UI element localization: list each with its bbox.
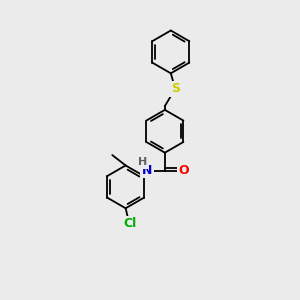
Text: N: N	[142, 164, 152, 177]
Text: S: S	[171, 82, 180, 95]
Text: O: O	[179, 164, 190, 177]
Text: H: H	[138, 157, 147, 167]
Text: Cl: Cl	[124, 217, 137, 230]
